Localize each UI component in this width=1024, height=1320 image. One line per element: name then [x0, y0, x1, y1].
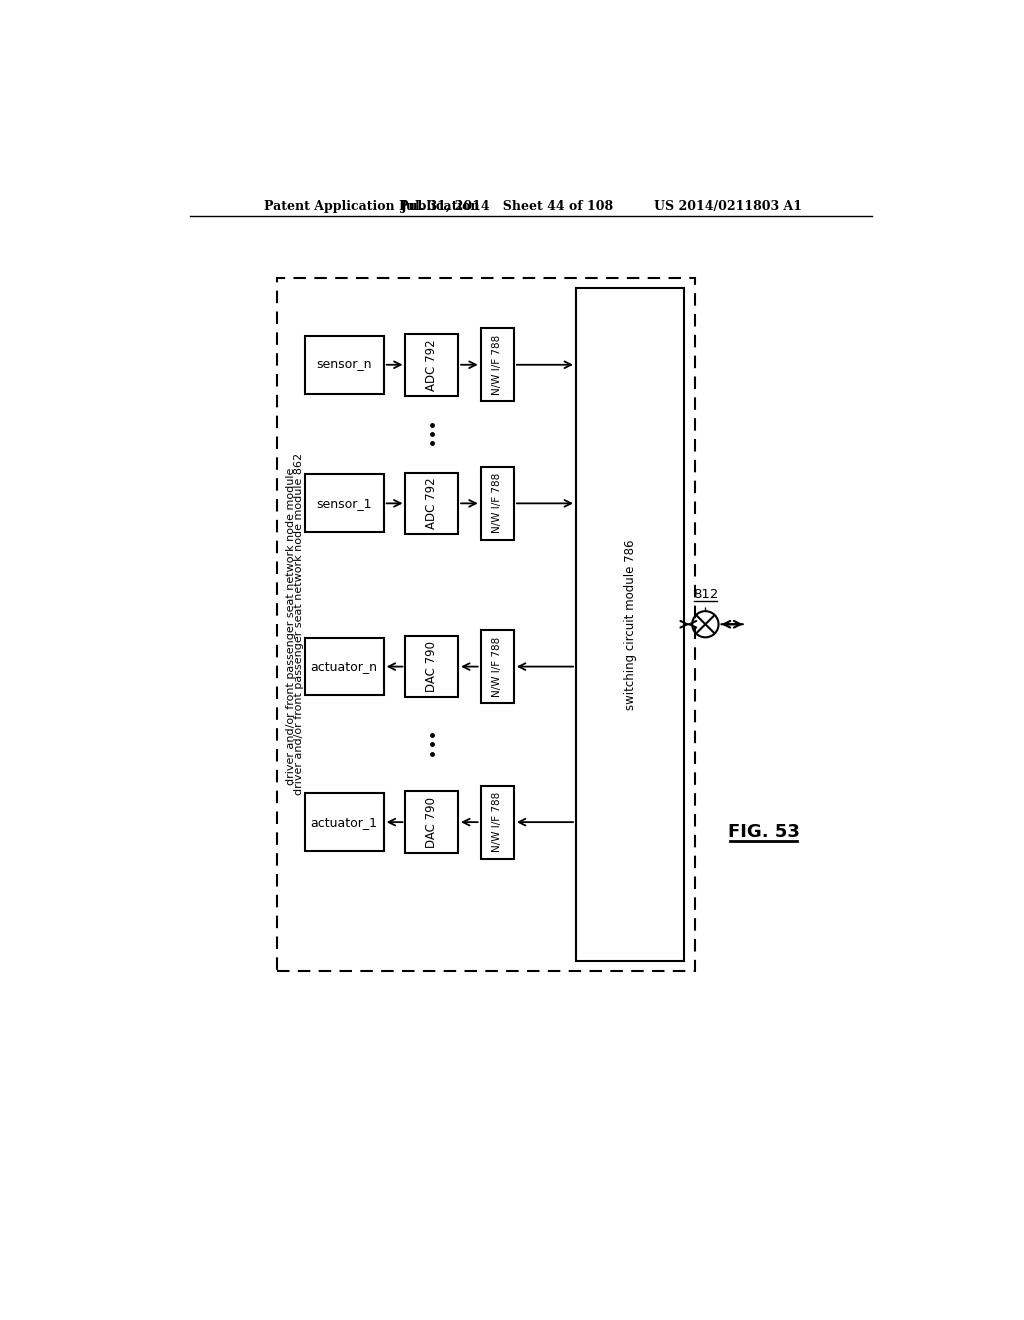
Bar — [575, 288, 684, 961]
Text: sensor_n: sensor_n — [316, 358, 372, 371]
Text: sensor_1: sensor_1 — [316, 496, 372, 510]
Bar — [480, 785, 514, 859]
Bar — [406, 792, 458, 853]
Bar — [305, 474, 384, 532]
Text: N/W I/F 788: N/W I/F 788 — [493, 335, 503, 395]
Bar — [276, 277, 695, 970]
Text: Jul. 31, 2014   Sheet 44 of 108: Jul. 31, 2014 Sheet 44 of 108 — [401, 199, 614, 213]
Text: ADC 792: ADC 792 — [425, 339, 438, 391]
Bar — [406, 334, 458, 396]
Bar — [305, 638, 384, 696]
Text: DAC 790: DAC 790 — [425, 797, 438, 847]
Text: ADC 792: ADC 792 — [425, 478, 438, 529]
Text: 812: 812 — [692, 589, 718, 602]
Text: N/W I/F 788: N/W I/F 788 — [493, 636, 503, 697]
Text: N/W I/F 788: N/W I/F 788 — [493, 792, 503, 853]
Bar — [480, 630, 514, 704]
Text: driver and/or front passenger seat network node module: driver and/or front passenger seat netwo… — [286, 463, 296, 784]
Text: actuator_1: actuator_1 — [310, 816, 378, 829]
Text: FIG. 53: FIG. 53 — [728, 824, 800, 841]
Bar — [406, 473, 458, 535]
Text: switching circuit module 786: switching circuit module 786 — [624, 539, 637, 710]
Text: DAC 790: DAC 790 — [425, 642, 438, 692]
Text: Patent Application Publication: Patent Application Publication — [263, 199, 479, 213]
Text: N/W I/F 788: N/W I/F 788 — [493, 474, 503, 533]
Bar — [406, 636, 458, 697]
Bar — [305, 335, 384, 393]
Bar — [480, 467, 514, 540]
Bar — [480, 329, 514, 401]
Text: driver and/or front passenger seat network node module 862: driver and/or front passenger seat netwo… — [294, 453, 303, 796]
Text: US 2014/0211803 A1: US 2014/0211803 A1 — [654, 199, 802, 213]
Text: actuator_n: actuator_n — [310, 660, 378, 673]
Bar — [305, 793, 384, 851]
